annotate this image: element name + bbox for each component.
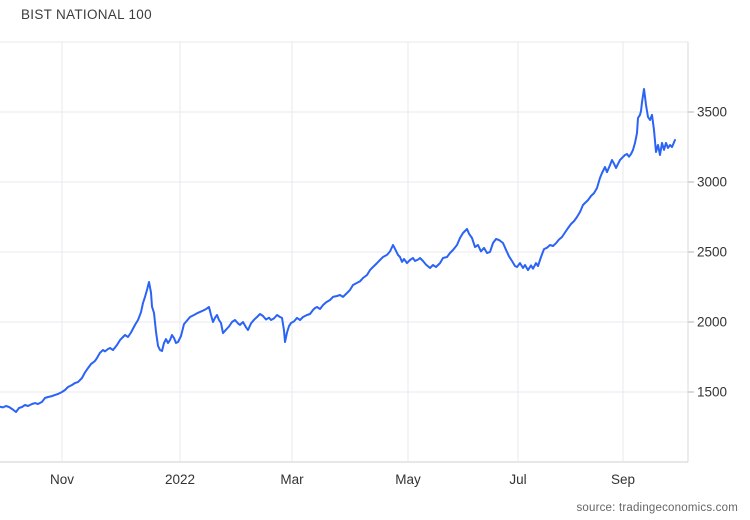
y-axis-label: 2000 [697,315,727,330]
x-axis-label: Sep [611,472,635,487]
x-axis-label: Jul [509,472,526,487]
x-axis-label: Nov [50,472,74,487]
y-axis-label: 2500 [697,245,727,260]
y-axis-label: 1500 [697,385,727,400]
y-axis-label: 3000 [697,175,727,190]
source-credit: source: tradingeconomics.com [576,502,738,514]
x-axis-label: 2022 [165,472,195,487]
price-line [0,88,676,413]
y-axis-label: 3500 [697,105,727,120]
chart-title: BIST NATIONAL 100 [21,7,152,22]
x-axis-label: Mar [280,472,304,487]
x-axis-label: May [395,472,421,487]
